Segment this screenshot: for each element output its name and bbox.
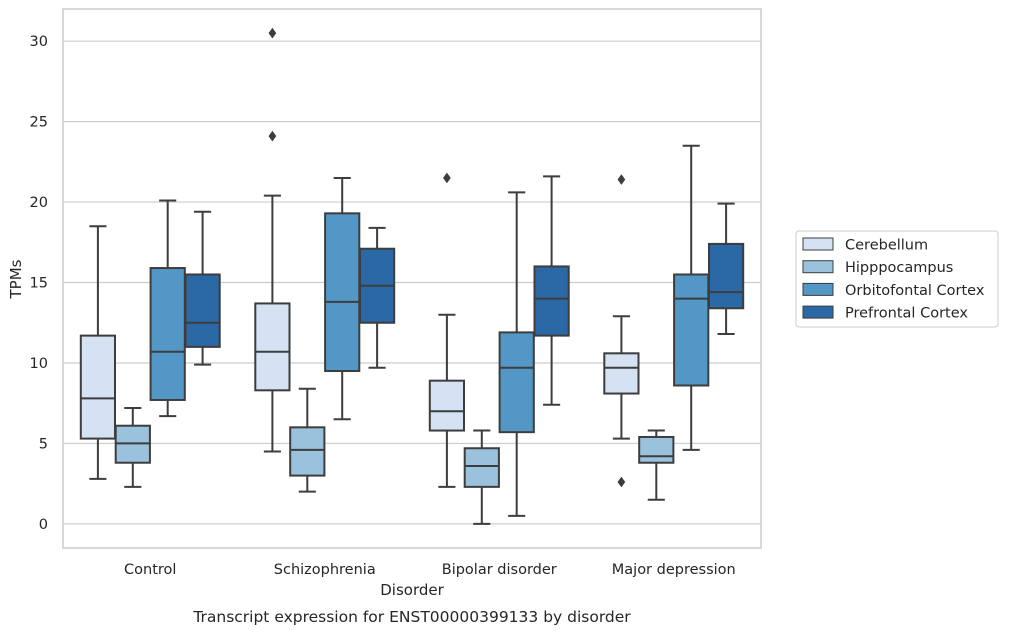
box-3-2	[673, 144, 710, 451]
x-tick-labels: Control Schizophrenia Bipolar disorder Majo…	[124, 562, 736, 578]
outlier-point	[617, 174, 626, 185]
plot-frame	[62, 8, 762, 549]
legend-swatch	[802, 260, 834, 274]
box-body	[707, 242, 745, 310]
x-tick-label: Major depression	[612, 562, 736, 578]
y-tick-label: 20	[30, 195, 48, 211]
box-body	[289, 426, 326, 477]
box-0-1	[114, 407, 151, 488]
legend-label: Prefrontal Cortex	[845, 306, 968, 322]
y-tick-labels: 0 5 10 15 20 25 30	[30, 34, 48, 533]
legend-label: Cerebellum	[845, 238, 928, 254]
y-tick-label: 10	[30, 356, 48, 372]
legend-swatch	[802, 305, 834, 319]
box-1-0	[254, 27, 291, 453]
box-body	[463, 447, 500, 488]
box-body	[638, 435, 675, 464]
x-tick-label: Bipolar disorder	[442, 562, 557, 578]
legend-label: Orbitofontal Cortex	[845, 283, 985, 299]
y-axis-label: TPMs	[7, 259, 25, 299]
legend-swatch	[802, 237, 834, 251]
box-2-3	[533, 175, 570, 406]
box-2-2	[498, 191, 535, 517]
y-tick-label: 5	[39, 436, 48, 452]
box-body	[603, 352, 640, 395]
box-body	[149, 267, 186, 401]
legend: Cerebellum Hipppocampus Orbitofontal Corte…	[795, 230, 999, 328]
x-axis-label: Disorder	[380, 581, 444, 599]
box-body	[428, 379, 466, 432]
x-tick-label: Control	[124, 562, 176, 578]
x-tick-label: Schizophrenia	[274, 562, 376, 578]
box-body	[79, 334, 117, 440]
box-3-1	[638, 429, 675, 501]
box-body	[254, 302, 291, 392]
box-0-2	[149, 199, 186, 418]
box-0-0	[79, 225, 117, 480]
box-0-3	[184, 210, 221, 366]
box-body	[324, 212, 361, 373]
boxes-layer	[79, 27, 745, 525]
box-body	[673, 273, 710, 387]
outlier-point	[268, 27, 277, 39]
box-body	[184, 273, 221, 348]
y-tick-label: 30	[30, 34, 48, 50]
legend-frame	[795, 230, 999, 328]
y-tick-label: 15	[30, 276, 48, 292]
box-body	[533, 265, 570, 337]
box-2-1	[463, 429, 500, 525]
box-2-0	[428, 172, 466, 488]
outlier-point	[442, 172, 451, 184]
box-3-0	[603, 174, 640, 488]
legend-swatch	[802, 282, 834, 296]
y-tick-label: 0	[39, 517, 48, 533]
legend-label: Hipppocampus	[845, 260, 953, 276]
y-tick-label: 25	[30, 115, 48, 131]
outlier-point	[268, 130, 277, 142]
box-1-1	[289, 387, 326, 493]
box-3-3	[707, 202, 745, 336]
chart-caption: Transcript expression for ENST0000039913…	[192, 608, 631, 626]
box-1-3	[358, 226, 396, 369]
box-body	[498, 331, 535, 434]
box-1-2	[324, 176, 361, 421]
outlier-point	[617, 476, 626, 488]
